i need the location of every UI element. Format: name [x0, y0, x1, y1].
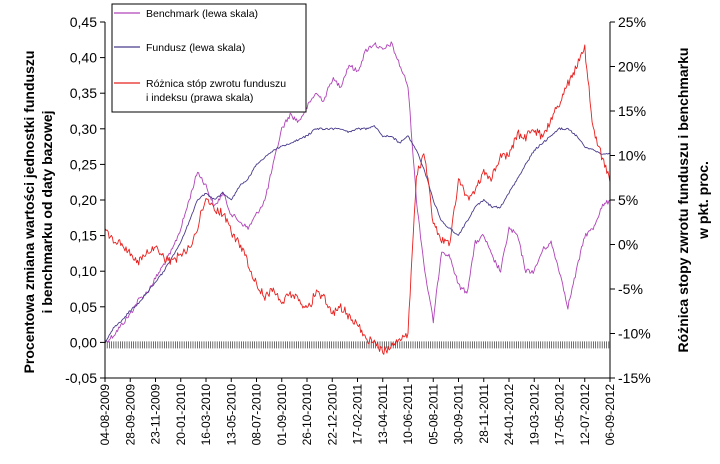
x-tick-label: 04-08-2009 [98, 384, 112, 446]
left-tick-label: 0,45 [70, 14, 97, 30]
right-tick-label: -15% [618, 370, 651, 386]
right-tick-label: 15% [618, 103, 646, 119]
x-tick-label: 17-05-2012 [553, 384, 567, 446]
right-tick-label: 25% [618, 14, 646, 30]
right-axis-title-line2: w pkt. proc. [695, 161, 711, 240]
left-tick-label: 0,10 [70, 263, 97, 279]
x-tick-label: 12-07-2012 [578, 384, 592, 446]
series-line-fundusz [104, 125, 611, 344]
series-line-benchmark [104, 41, 611, 344]
x-tick-label: 24-01-2012 [502, 384, 516, 446]
right-tick-label: -10% [618, 326, 651, 342]
x-axis-ticks: 04-08-2009 28-09-2009 23-11-2009 20-01-2010… [98, 378, 617, 445]
x-tick-label: 23-11-2009 [149, 384, 163, 445]
x-tick-label: 30-09-2011 [452, 384, 466, 445]
x-tick-label: 26-10-2010 [300, 384, 314, 446]
left-axis-title-line1: Procentowa zmiana wartości jednostki fun… [21, 51, 37, 374]
x-tick-label: 13-04-2011 [376, 384, 390, 445]
x-tick-label: 28-11-2011 [477, 384, 491, 444]
right-axis-title-line1: Różnica stopy zwrotu funduszu i benchmar… [675, 48, 691, 353]
left-axis-title-line2: i benchmarku od daty bazowej [39, 110, 55, 313]
x-tick-label: 22-12-2010 [325, 384, 339, 446]
x-tick-label: 10-06-2011 [401, 384, 415, 445]
left-axis-title: Procentowa zmiana wartości jednostki fun… [21, 51, 55, 374]
left-tick-label: 0,05 [70, 299, 97, 315]
left-tick-label: 0,20 [70, 192, 97, 208]
left-tick-label: 0,25 [70, 156, 97, 172]
x-tick-label: 17-02-2011 [351, 384, 365, 445]
right-tick-label: 0% [618, 237, 638, 253]
legend-box [111, 3, 307, 113]
x-tick-label: 13-05-2010 [224, 384, 238, 446]
x-tick-label: 05-08-2011 [426, 384, 440, 445]
right-tick-label: 5% [618, 192, 638, 208]
legend: Benchmark (lewa skala) Fundusz (lewa ska… [111, 3, 307, 113]
series-layer [104, 41, 611, 355]
left-tick-label: 0,15 [70, 228, 97, 244]
left-tick-label: 0,40 [70, 50, 97, 66]
x-tick-label: 28-09-2009 [123, 384, 137, 446]
left-tick-label: 0,35 [70, 85, 97, 101]
legend-label-benchmark: Benchmark (lewa skala) [146, 8, 258, 20]
x-tick-label: 16-03-2010 [199, 384, 213, 446]
x-tick-label: 01-09-2010 [275, 384, 289, 446]
right-axis-ticks: -15% -10% -5% 0% 5% 10% 15% 20% 25% [610, 14, 651, 386]
left-tick-label: -0,05 [65, 370, 97, 386]
legend-label-roznica-line2: i indeksu (prawa skala) [146, 92, 253, 104]
right-tick-label: 20% [618, 59, 646, 75]
x-tick-label: 08-07-2010 [250, 384, 264, 446]
x-tick-label: 20-01-2010 [174, 384, 188, 446]
right-tick-label: 10% [618, 148, 646, 164]
x-tick-label: 06-09-2012 [603, 384, 617, 446]
series-line-roznica [104, 44, 611, 355]
left-axis-ticks: -0,05 0,00 0,05 0,10 0,15 0,20 0,25 0,30 0,35 0,4… [65, 14, 105, 386]
legend-label-roznica-line1: Różnica stóp zwrotu funduszu [146, 78, 286, 90]
x-tick-label: 19-03-2012 [527, 384, 541, 446]
legend-label-fundusz: Fundusz (lewa skala) [146, 42, 245, 54]
left-tick-label: 0,30 [70, 121, 97, 137]
right-axis-title: Różnica stopy zwrotu funduszu i benchmar… [675, 48, 711, 353]
left-tick-label: 0,00 [70, 334, 97, 350]
right-tick-label: -5% [618, 281, 643, 297]
